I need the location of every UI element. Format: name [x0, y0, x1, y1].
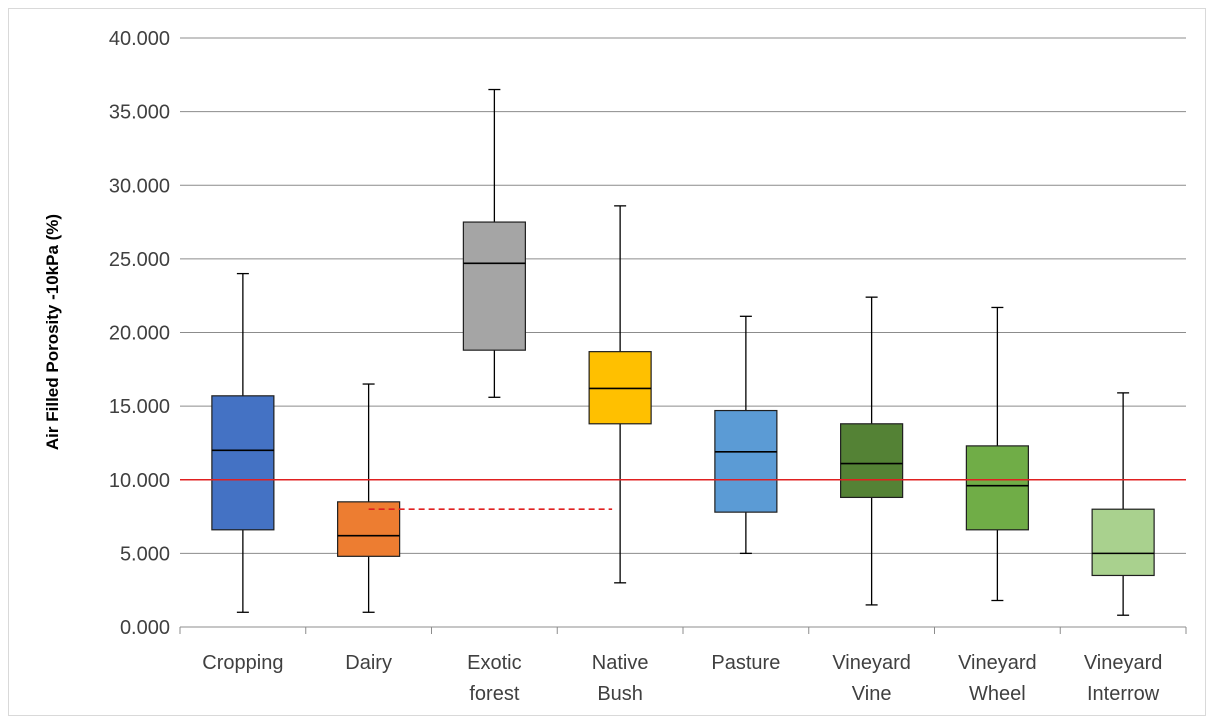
category-label: Vineyard — [1084, 652, 1163, 674]
iqr-box — [965, 445, 1029, 531]
y-tick-label: 15.000 — [109, 396, 170, 418]
box-pasture — [714, 315, 778, 555]
y-tick-label: 10.000 — [109, 470, 170, 492]
category-label: Bush — [597, 683, 643, 705]
y-axis-title: Air Filled Porosity -10kPa (%) — [43, 214, 62, 450]
iqr-box — [462, 221, 526, 351]
category-label: forest — [469, 683, 519, 705]
category-label: Interrow — [1087, 683, 1160, 705]
gridlines — [180, 37, 1186, 554]
iqr-box — [1091, 508, 1155, 577]
y-tick-label: 30.000 — [109, 175, 170, 197]
category-label: Native — [592, 652, 649, 674]
y-tick-label: 20.000 — [109, 323, 170, 345]
box-exotic-forest — [462, 88, 526, 398]
category-label: Dairy — [345, 652, 392, 674]
iqr-box — [840, 423, 904, 499]
y-tick-label: 25.000 — [109, 249, 170, 271]
box-native-bush — [588, 205, 652, 584]
y-tick-label: 0.000 — [120, 617, 170, 639]
category-label: Wheel — [969, 683, 1026, 705]
category-label: Exotic — [467, 652, 521, 674]
category-label: Vine — [852, 683, 892, 705]
category-label: Vineyard — [832, 652, 911, 674]
y-axis-tick-labels: 0.000 5.000 10.000 15.000 20.000 25.000 30.000… — [109, 28, 170, 639]
y-tick-label: 35.000 — [109, 102, 170, 124]
boxes — [211, 88, 1155, 616]
box-vineyard-vine — [840, 296, 904, 606]
category-label: Pasture — [711, 652, 780, 674]
iqr-box — [714, 409, 778, 513]
box-vineyard-wheel — [965, 306, 1029, 602]
box-vineyard-interrow — [1091, 392, 1155, 616]
x-axis-category-labels: Cropping Dairy Exotic forest Native Bush Pastu… — [202, 652, 1162, 705]
iqr-box — [211, 395, 275, 531]
y-tick-label: 5.000 — [120, 543, 170, 565]
iqr-box — [337, 501, 401, 557]
box-cropping — [211, 272, 275, 613]
category-label: Vineyard — [958, 652, 1037, 674]
x-axis — [179, 626, 1187, 634]
reference-lines — [180, 478, 1186, 511]
box-dairy — [337, 383, 401, 613]
y-tick-label: 40.000 — [109, 28, 170, 50]
category-label: Cropping — [202, 652, 283, 674]
